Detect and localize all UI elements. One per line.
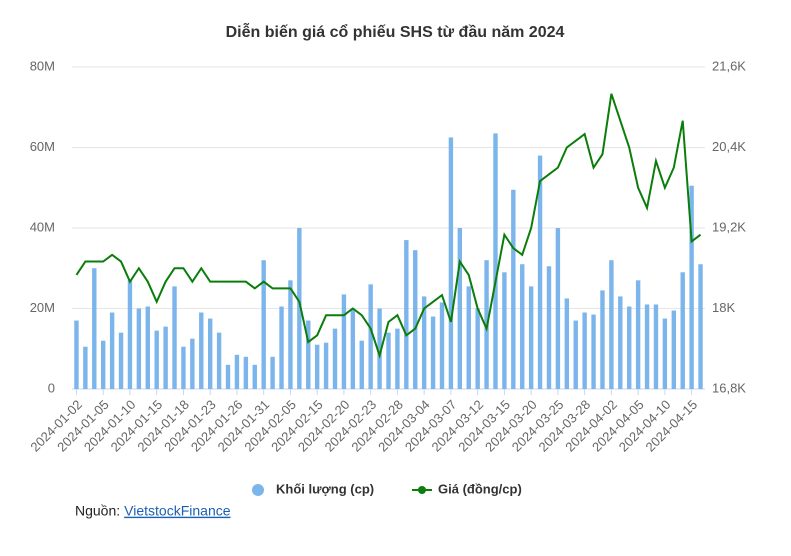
y-tick-label: 40M — [30, 219, 55, 234]
volume-bar — [555, 228, 561, 389]
volume-bar — [662, 318, 668, 389]
volume-bar — [118, 332, 124, 389]
volume-bar — [261, 260, 266, 389]
volume-bar — [421, 296, 427, 389]
legend-marker — [418, 486, 426, 494]
volume-bar — [145, 306, 150, 389]
legend-label: Giá (đồng/cp) — [438, 481, 522, 496]
volume-bar — [136, 308, 142, 389]
volume-bar — [350, 308, 356, 389]
volume-bar — [368, 284, 373, 389]
volume-bar — [341, 294, 347, 389]
volume-bar — [680, 272, 685, 389]
volume-bar — [413, 250, 418, 389]
legend-label: Khối lượng (cp) — [276, 481, 374, 496]
volume-bar — [439, 302, 445, 389]
volume-bar — [698, 264, 703, 389]
volume-bar — [386, 332, 391, 389]
volume-bar — [297, 228, 302, 389]
volume-bar — [225, 364, 231, 389]
volume-bar — [109, 312, 115, 389]
volume-bar — [199, 312, 204, 389]
volume-bar — [163, 326, 168, 389]
volume-bar — [520, 264, 525, 389]
y2-tick-label: 16,8K — [712, 380, 746, 395]
volume-bar — [395, 328, 400, 389]
volume-bar — [332, 328, 338, 389]
volume-bar — [172, 286, 177, 389]
y-tick-label: 80M — [30, 58, 55, 73]
volume-bar — [359, 340, 364, 389]
volume-bar — [466, 286, 471, 389]
y-tick-label: 60M — [30, 139, 55, 154]
volume-bar — [74, 320, 79, 389]
volume-bar — [306, 320, 311, 389]
volume-bar — [314, 344, 320, 389]
volume-bar — [511, 189, 516, 389]
volume-bar — [591, 314, 596, 389]
volume-bar — [635, 280, 641, 389]
volume-bar — [127, 280, 133, 389]
volume-bar — [288, 280, 293, 389]
volume-bar — [101, 340, 106, 389]
y-tick-label: 20M — [30, 300, 55, 315]
volume-bar — [582, 312, 587, 389]
volume-bar — [377, 308, 382, 389]
volume-bar — [216, 332, 222, 389]
source-label: Nguồn: — [75, 503, 120, 519]
source-link[interactable]: VietstockFinance — [124, 503, 231, 519]
y2-tick-label: 19,2K — [712, 219, 746, 234]
volume-bar — [243, 356, 249, 389]
volume-bar — [600, 290, 605, 389]
volume-bar — [644, 304, 650, 389]
volume-bar — [404, 240, 409, 389]
volume-bar — [92, 268, 97, 389]
legend-marker — [252, 484, 264, 496]
price-line — [75, 93, 702, 359]
volume-bar — [618, 296, 623, 389]
volume-bar — [448, 137, 454, 389]
volume-bar — [207, 318, 213, 389]
volume-bar — [252, 364, 257, 389]
volume-bar — [609, 260, 614, 389]
y2-tick-label: 21,6K — [712, 58, 746, 73]
volume-bar — [234, 354, 240, 389]
volume-bar — [181, 346, 186, 389]
volume-bar — [671, 310, 676, 389]
volume-bar — [537, 155, 543, 389]
volume-bar — [154, 330, 159, 389]
volume-bar — [528, 286, 534, 389]
y2-tick-label: 18K — [712, 300, 735, 315]
volume-bar — [502, 272, 507, 389]
volume-bar — [279, 306, 284, 389]
y2-tick-label: 20,4K — [712, 139, 746, 154]
volume-bar — [270, 356, 275, 389]
volume-bar — [546, 266, 552, 389]
volume-bar — [457, 228, 463, 389]
volume-bar — [323, 342, 329, 389]
volume-bar — [83, 346, 88, 389]
volume-bar — [475, 308, 480, 389]
volume-bar — [689, 185, 694, 389]
volume-bar — [564, 298, 570, 389]
volume-bar — [430, 316, 436, 389]
y-tick-label: 0 — [48, 380, 55, 395]
volume-bar — [653, 304, 659, 389]
volume-bar — [493, 133, 498, 389]
volume-bar — [573, 320, 578, 389]
volume-bar — [627, 306, 632, 389]
chart-title: Diễn biến giá cổ phiếu SHS từ đầu năm 20… — [226, 22, 565, 41]
volume-bar — [190, 338, 195, 389]
